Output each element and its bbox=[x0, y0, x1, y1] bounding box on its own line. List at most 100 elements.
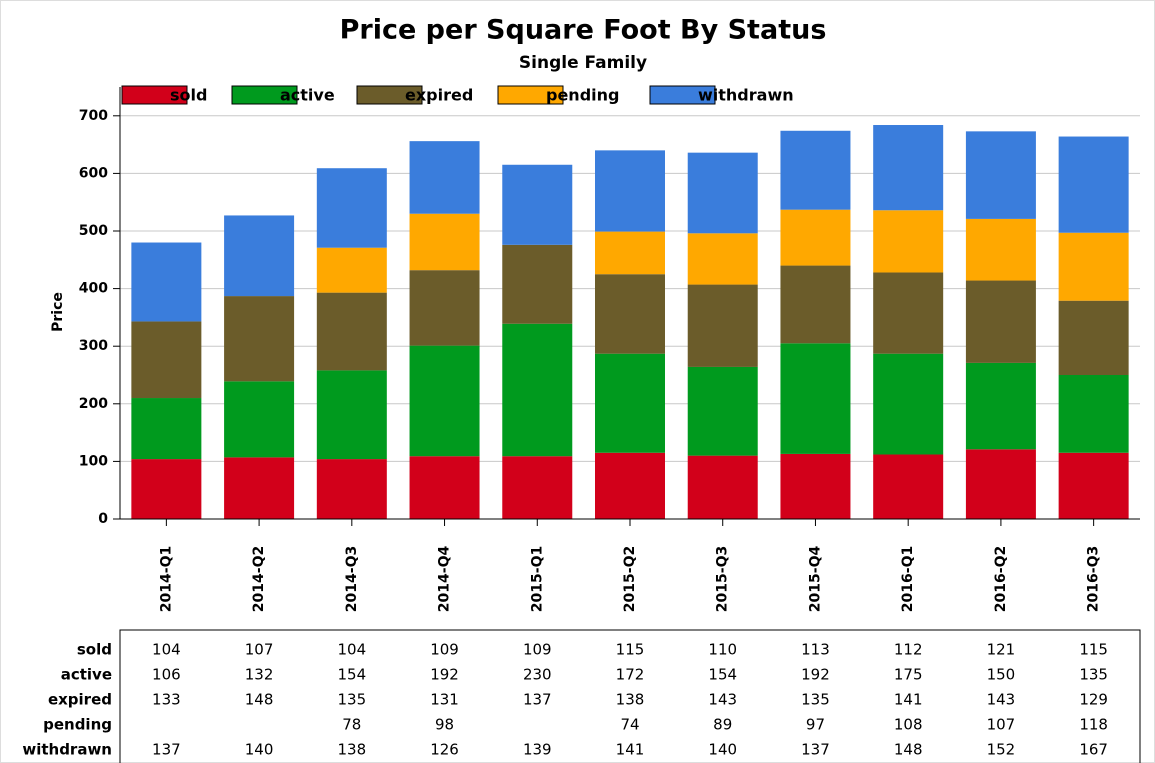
bar-segment bbox=[409, 270, 480, 346]
table-cell: 97 bbox=[806, 716, 825, 734]
x-tick-label: 2014-Q1 bbox=[158, 546, 174, 612]
x-tick-label: 2015-Q4 bbox=[807, 546, 823, 613]
bar-segment bbox=[409, 345, 480, 457]
bar-segment bbox=[502, 164, 573, 245]
table-cell: 108 bbox=[894, 716, 923, 734]
bar-segment bbox=[1058, 375, 1129, 453]
y-tick-label: 600 bbox=[79, 165, 108, 181]
bar-segment bbox=[316, 370, 387, 460]
legend-label: active bbox=[280, 86, 335, 105]
bar-segment bbox=[595, 452, 665, 519]
bar-segment bbox=[687, 233, 758, 285]
table-cell: 118 bbox=[1079, 716, 1108, 734]
bar-segment bbox=[502, 456, 573, 519]
table-cell: 154 bbox=[708, 666, 737, 684]
table-cell: 78 bbox=[342, 716, 361, 734]
table-cell: 230 bbox=[523, 666, 552, 684]
chart-subtitle: Single Family bbox=[519, 53, 647, 73]
table-cell: 141 bbox=[616, 741, 645, 759]
table-cell: 104 bbox=[337, 641, 366, 659]
bar-segment bbox=[965, 218, 1036, 281]
legend-label: sold bbox=[170, 86, 207, 105]
bar-segment bbox=[595, 353, 665, 453]
table-cell: 133 bbox=[152, 691, 181, 709]
legend-label: withdrawn bbox=[698, 86, 794, 105]
table-cell: 109 bbox=[430, 641, 459, 659]
bar-segment bbox=[224, 457, 295, 519]
bar-segment bbox=[131, 398, 202, 460]
bar-segment bbox=[595, 231, 665, 275]
x-tick-label: 2015-Q3 bbox=[715, 546, 731, 612]
table-cell: 121 bbox=[987, 641, 1016, 659]
table-row-label: withdrawn bbox=[22, 741, 112, 759]
table-cell: 107 bbox=[987, 716, 1016, 734]
legend-label: pending bbox=[546, 86, 619, 105]
table-cell: 172 bbox=[616, 666, 645, 684]
bar-segment bbox=[873, 125, 944, 211]
y-tick-label: 400 bbox=[79, 281, 108, 297]
table-cell: 148 bbox=[894, 741, 923, 759]
x-tick-label: 2016-Q2 bbox=[993, 546, 1009, 612]
bar-segment bbox=[409, 141, 480, 214]
table-cell: 115 bbox=[616, 641, 645, 659]
bar-segment bbox=[409, 213, 480, 271]
table-cell: 126 bbox=[430, 741, 459, 759]
table-cell: 139 bbox=[523, 741, 552, 759]
table-cell: 152 bbox=[987, 741, 1016, 759]
bar-segment bbox=[502, 323, 573, 457]
table-cell: 137 bbox=[523, 691, 552, 709]
bar-segment bbox=[224, 381, 295, 458]
legend-swatch bbox=[356, 85, 423, 105]
bar-segment bbox=[873, 272, 944, 354]
y-tick-label: 200 bbox=[79, 396, 108, 412]
table-cell: 154 bbox=[337, 666, 366, 684]
x-tick-label: 2015-Q1 bbox=[529, 546, 545, 612]
table-cell: 131 bbox=[430, 691, 459, 709]
bar-segment bbox=[687, 152, 758, 234]
bar-segment bbox=[780, 343, 851, 454]
bar-segment bbox=[316, 459, 387, 519]
y-tick-label: 700 bbox=[79, 108, 108, 124]
legend-swatch bbox=[497, 85, 564, 105]
bar-segment bbox=[316, 247, 387, 293]
table-cell: 135 bbox=[801, 691, 830, 709]
table-cell: 107 bbox=[245, 641, 274, 659]
legend-label: expired bbox=[405, 86, 473, 105]
bar-segment bbox=[780, 453, 851, 519]
table-cell: 89 bbox=[713, 716, 732, 734]
x-tick-label: 2016-Q1 bbox=[900, 546, 916, 612]
bar-segment bbox=[131, 459, 202, 519]
bar-segment bbox=[409, 456, 480, 519]
bar-segment bbox=[316, 292, 387, 371]
table-cell: 140 bbox=[245, 741, 274, 759]
x-tick-label: 2015-Q2 bbox=[622, 546, 638, 612]
table-cell: 137 bbox=[801, 741, 830, 759]
bar-segment bbox=[131, 321, 202, 399]
table-cell: 137 bbox=[152, 741, 181, 759]
bar-segment bbox=[1058, 232, 1129, 301]
table-cell: 150 bbox=[987, 666, 1016, 684]
table-cell: 135 bbox=[1079, 666, 1108, 684]
bar-segment bbox=[965, 362, 1036, 450]
table-cell: 132 bbox=[245, 666, 274, 684]
chart-title: Price per Square Foot By Status bbox=[340, 15, 827, 46]
bar-segment bbox=[780, 130, 851, 210]
bar-segment bbox=[965, 280, 1036, 363]
y-axis-label: Price bbox=[50, 292, 66, 332]
legend-swatch bbox=[231, 85, 298, 105]
table-cell: 135 bbox=[337, 691, 366, 709]
y-tick-label: 100 bbox=[79, 453, 108, 469]
bar-segment bbox=[965, 131, 1036, 219]
legend-swatch bbox=[649, 85, 716, 105]
bar-segment bbox=[873, 210, 944, 273]
table-cell: 110 bbox=[708, 641, 737, 659]
bar-segment bbox=[687, 366, 758, 456]
bar-segment bbox=[687, 284, 758, 367]
table-cell: 148 bbox=[245, 691, 274, 709]
table-cell: 98 bbox=[435, 716, 454, 734]
bar-segment bbox=[965, 449, 1036, 519]
y-tick-label: 300 bbox=[79, 338, 108, 354]
table-row-label: pending bbox=[43, 716, 112, 734]
bar-segment bbox=[595, 274, 665, 354]
